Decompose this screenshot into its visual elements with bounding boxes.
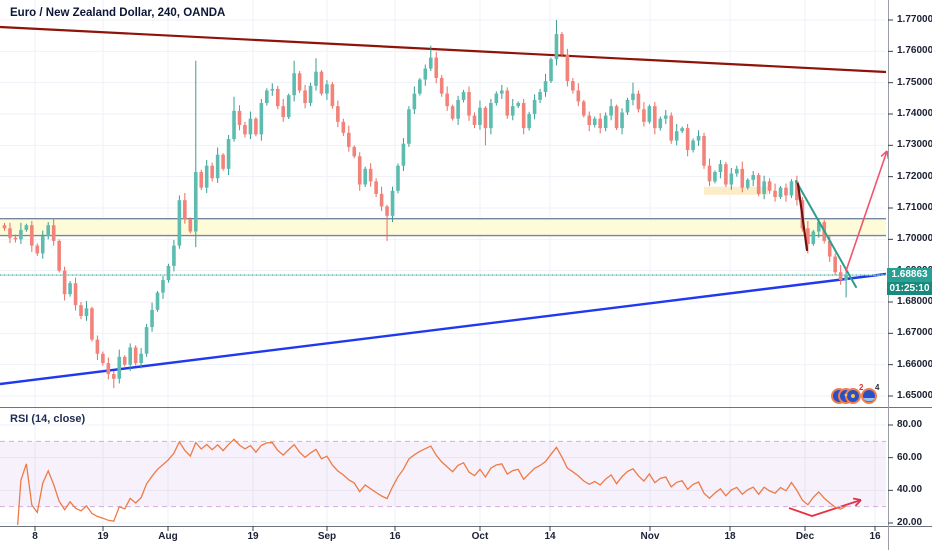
rsi-indicator-label[interactable]: RSI (14, close) [10, 413, 86, 425]
time-axis-label: 16 [389, 531, 401, 542]
time-axis-label: 19 [97, 531, 109, 542]
rsi-axis-label: 20.00 [897, 517, 923, 528]
time-axis-label: 16 [869, 531, 881, 542]
time-axis-label: 18 [724, 531, 736, 542]
price-axis-label: 1.65000 [897, 390, 932, 401]
sticker-count-badge: 2 [859, 383, 864, 392]
minor-supply-zone[interactable] [704, 186, 768, 195]
time-axis-label: 8 [32, 531, 38, 542]
price-axis-label: 1.70000 [897, 233, 932, 245]
rsi-axis-label: 40.00 [897, 484, 923, 496]
rsi-axis-label: 60.00 [897, 451, 923, 463]
price-axis-label: 1.68000 [897, 296, 932, 307]
price-axis-label: 1.77000 [897, 14, 932, 25]
price-axis-label: 1.75000 [897, 76, 932, 88]
price-axis-label: 1.67000 [897, 327, 932, 339]
time-axis-label: Nov [640, 531, 660, 542]
symbol-title[interactable]: Euro / New Zealand Dollar, 240, OANDA [10, 7, 226, 19]
price-axis-label: 1.76000 [897, 45, 932, 57]
time-axis-label: 19 [247, 531, 259, 542]
price-axis-label: 1.71000 [897, 202, 932, 213]
time-axis-label: Dec [795, 531, 815, 542]
bullish-projection-arrow[interactable] [845, 150, 890, 272]
price-axis-label: 1.74000 [897, 108, 932, 119]
supply-zone[interactable] [0, 217, 886, 237]
time-axis-label: 14 [544, 531, 556, 542]
rsi-pane [0, 438, 886, 525]
descending-resistance-trendline[interactable] [0, 25, 887, 74]
time-axis-label: Aug [158, 531, 178, 542]
price-axis-label: 1.72000 [897, 170, 932, 182]
time-axis-label: Oct [471, 531, 489, 542]
rsi-band [0, 441, 886, 507]
blue-circle-sticker-icons [831, 388, 877, 404]
candles-layer [2, 20, 848, 389]
price-axis-label: 1.69000 [897, 264, 932, 276]
impulse-segment[interactable] [796, 182, 809, 252]
ascending-support-trendline[interactable] [0, 272, 887, 386]
sticker-count-badge: 4 [875, 383, 880, 392]
price-axis-label: 1.73000 [897, 139, 932, 151]
rsi-direction-arrow[interactable] [788, 497, 862, 517]
rsi-axis-label: 80.00 [897, 419, 923, 430]
price-axis-label: 1.66000 [897, 358, 932, 370]
emoji-sticker-markers[interactable]: 2 4 [829, 383, 881, 405]
rsi-line [17, 438, 847, 525]
time-axis-label: Sep [317, 531, 337, 542]
